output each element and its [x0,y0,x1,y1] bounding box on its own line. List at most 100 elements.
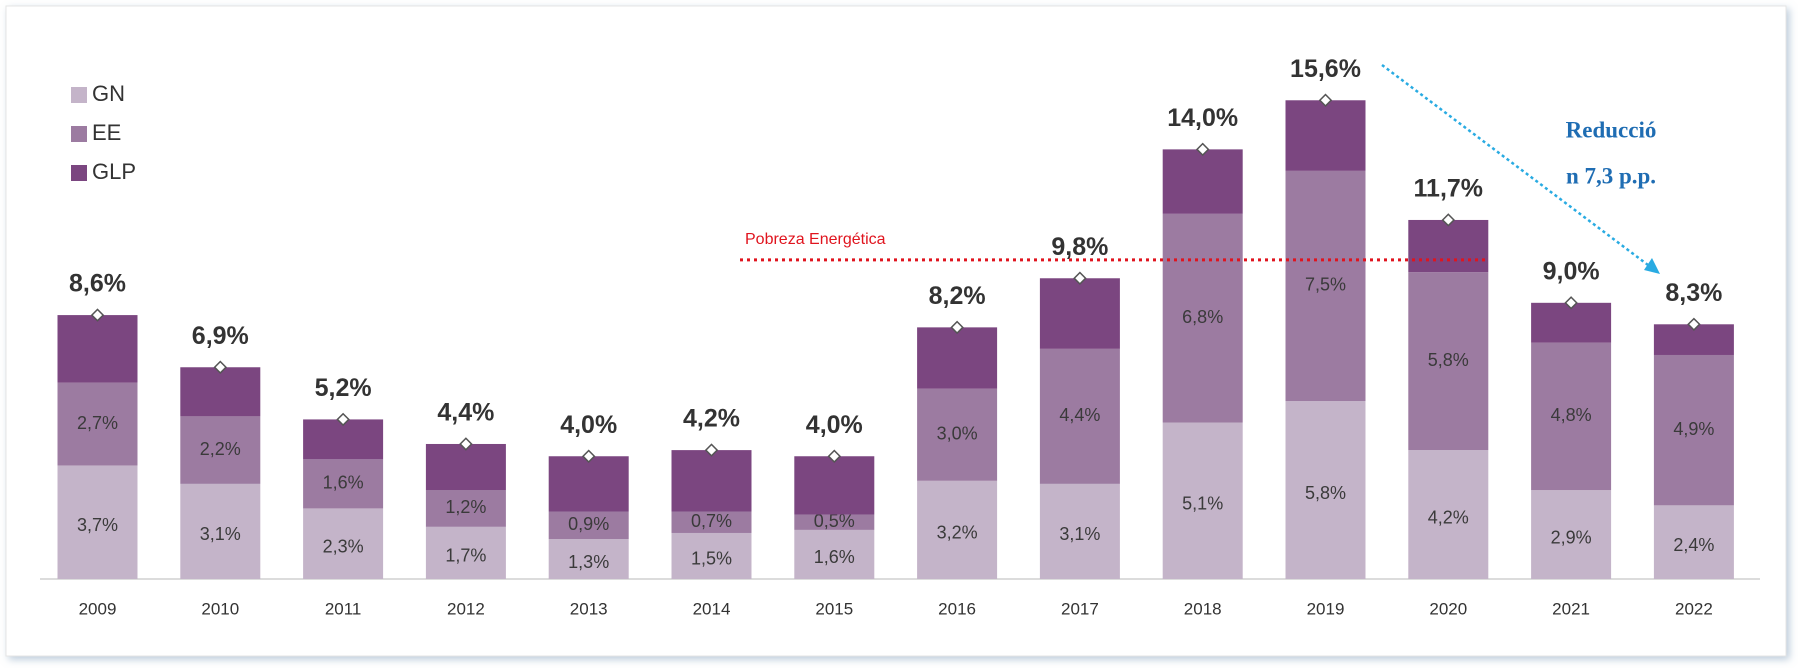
segment-label: 4,8% [1551,405,1592,425]
bar-segment [548,456,629,512]
bar-segment [425,443,506,491]
total-label: 8,2% [929,282,986,310]
segment-label: 3,1% [200,524,241,544]
bar-segment [303,508,384,579]
bar-segment [1531,342,1612,491]
bar-segment [671,511,752,533]
bar-segment [425,526,506,579]
legend-swatch [71,126,87,142]
x-tick-label: 2014 [693,599,731,618]
bar-segment [794,529,875,579]
total-label: 9,0% [1543,257,1600,285]
segment-label: 5,8% [1428,350,1469,370]
x-tick-label: 2010 [201,599,239,618]
total-marker [459,437,473,451]
bar-segment [1285,100,1366,171]
annotation-text: n 7,3 p.p. [1566,163,1656,188]
total-label: 5,2% [315,374,372,402]
arrow-head [1644,258,1660,274]
segment-label: 1,6% [323,473,364,493]
total-marker [581,449,596,463]
segment-label: 3,0% [937,424,978,444]
bar-segment [794,456,875,515]
total-marker [1564,296,1578,310]
segment-label: 1,2% [445,497,486,517]
segment-label: 3,2% [937,523,978,543]
segment-label: 6,8% [1182,307,1223,327]
segment-label: 5,8% [1305,483,1346,503]
bar-segment [1653,354,1734,506]
x-tick-label: 2013 [570,599,608,618]
segment-label: 2,2% [200,439,241,459]
segment-label: 0,7% [691,511,732,531]
total-label: 8,3% [1665,279,1722,307]
segment-label: 5,1% [1182,493,1223,513]
total-marker [1195,142,1210,157]
bar-segment [180,367,261,417]
segment-label: 2,3% [323,536,364,556]
bar-segment [1162,213,1243,423]
legend-label: GLP [92,159,136,184]
bar-segment [1039,348,1120,484]
segment-label: 0,9% [568,514,609,534]
segment-label: 3,7% [77,515,118,535]
x-tick-label: 2016 [938,599,976,618]
frame [5,5,1787,657]
x-tick-label: 2020 [1429,599,1467,618]
bar-segment [57,382,138,466]
bar-segment [303,459,384,509]
segment-label: 4,4% [1059,405,1100,425]
total-label: 15,6% [1290,55,1361,83]
bar-segment [917,388,998,481]
bar-segment [1162,149,1243,214]
bar-segment [57,315,138,383]
x-tick-label: 2015 [815,599,853,618]
threshold-label: Pobreza Energética [745,231,886,248]
total-marker [704,443,719,457]
total-marker [90,308,105,322]
segment-label: 1,3% [568,552,609,572]
total-marker [1318,93,1333,107]
segment-label: 7,5% [1305,275,1346,295]
total-label: 4,4% [437,399,494,427]
bar-segment [917,480,998,579]
segment-label: 4,9% [1673,419,1714,439]
bar-segment [1285,170,1366,402]
total-label: 4,0% [560,411,617,439]
bar-segment [1039,278,1120,349]
segment-label: 2,7% [77,413,118,433]
annotation-arrow [1381,64,1653,269]
x-tick-label: 2012 [447,599,485,618]
bar-segment [548,511,629,540]
legend-swatch [71,87,87,103]
bar-segment [1039,483,1120,579]
bar-segment [548,539,629,579]
bar-segment [1408,272,1489,451]
x-tick-label: 2011 [325,599,362,618]
total-marker [1073,271,1087,285]
total-label: 11,7% [1414,175,1484,203]
total-marker [1441,213,1456,227]
x-tick-label: 2021 [1552,599,1590,618]
total-marker [950,320,964,335]
bar-segment [180,483,261,579]
segment-label: 3,1% [1059,524,1100,544]
total-marker [1687,317,1701,332]
segment-label: 1,7% [445,546,486,566]
segment-label: 1,5% [691,549,732,569]
bar-segment [1653,505,1734,579]
legend-swatch [71,165,87,181]
bar-segment [671,532,752,579]
segment-label: 2,4% [1673,535,1714,555]
total-label: 4,0% [806,411,863,439]
bar-segment [1408,450,1489,579]
x-tick-label: 2018 [1184,599,1222,618]
legend-label: EE [92,120,121,145]
segment-label: 0,5% [814,511,855,531]
segment-label: 2,9% [1551,527,1592,547]
x-tick-label: 2009 [79,599,117,618]
bar-segment [57,465,138,579]
segment-label: 1,6% [814,547,855,567]
bar-segment [917,327,998,389]
